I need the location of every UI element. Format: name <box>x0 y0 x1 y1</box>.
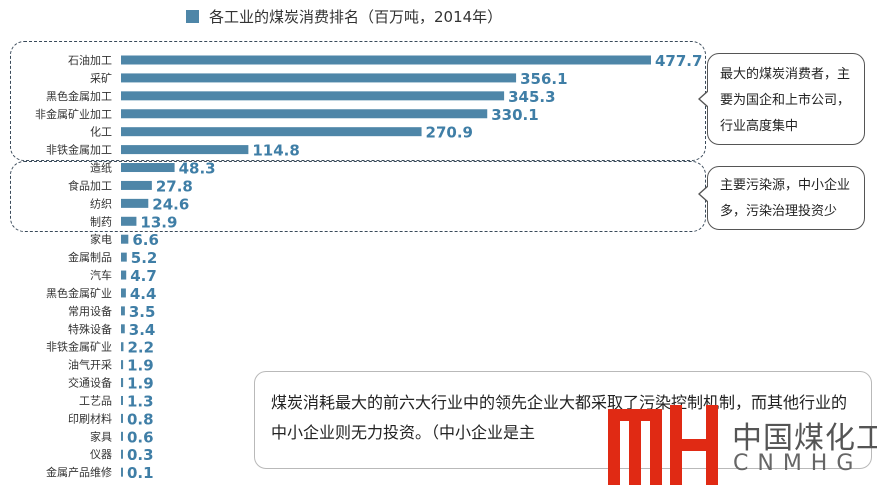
category-label: 黑色金属矿业 <box>46 286 112 300</box>
top-six-group-box <box>10 41 706 161</box>
summary-note: 煤炭消耗最大的前六大行业中的领先企业大都采取了污染控制机制，而其他行业的中小企业… <box>254 371 872 469</box>
value-label: 4.4 <box>130 285 157 303</box>
bar <box>121 467 123 477</box>
category-label: 石油加工 <box>68 53 112 67</box>
value-label: 6.6 <box>132 231 159 249</box>
value-label: 13.9 <box>140 213 177 231</box>
category-label: 家具 <box>90 429 112 443</box>
value-label: 345.3 <box>508 88 555 106</box>
bar <box>121 252 127 262</box>
value-label: 0.3 <box>127 446 154 464</box>
bar <box>121 198 149 208</box>
category-label: 仪器 <box>90 448 112 461</box>
value-label: 48.3 <box>179 160 216 178</box>
callout-polluters: 主要污染源，中小企业多，污染治理投资少 <box>698 166 865 230</box>
callout-tail-inner <box>700 186 709 202</box>
bar <box>121 234 129 244</box>
bar <box>121 431 123 441</box>
value-label: 27.8 <box>156 177 193 195</box>
value-label: 1.9 <box>127 357 154 375</box>
logo-abbreviation: CNMHG <box>733 451 863 476</box>
bar <box>121 306 125 316</box>
bar <box>121 109 488 119</box>
category-label: 非铁金属矿业 <box>46 340 112 354</box>
category-label: 非金属矿业加工 <box>35 107 112 121</box>
value-label: 330.1 <box>491 106 538 124</box>
value-label: 3.5 <box>129 303 156 321</box>
bar <box>121 216 137 226</box>
value-label: 5.2 <box>131 249 158 267</box>
callout-top-consumers: 最大的煤炭消费者，主要为国企和上市公司，行业高度集中 <box>698 53 865 145</box>
category-label: 汽车 <box>90 268 112 282</box>
category-label: 家电 <box>90 232 112 246</box>
category-label: 常用设备 <box>68 304 112 318</box>
bar <box>121 413 123 423</box>
value-label: 24.6 <box>152 195 189 213</box>
bar <box>121 378 124 388</box>
category-label: 金属产品维修 <box>46 465 112 479</box>
value-label: 4.7 <box>130 267 157 285</box>
category-label: 采矿 <box>90 72 112 85</box>
value-label: 114.8 <box>252 142 299 160</box>
summary-note-text: 煤炭消耗最大的前六大行业中的领先企业大都采取了污染控制机制，而其他行业的中小企业… <box>271 393 848 442</box>
category-label: 黑色金属加工 <box>46 89 112 103</box>
callout-polluters-text: 主要污染源，中小企业多，污染治理投资少 <box>720 178 851 219</box>
cnmhg-logo: 中国煤化工 CNMHG <box>606 405 877 487</box>
value-label: 356.1 <box>520 70 567 88</box>
value-label: 0.1 <box>127 464 154 482</box>
callout-top-consumers-text: 最大的煤炭消费者，主要为国企和上市公司，行业高度集中 <box>720 67 851 134</box>
value-label: 0.8 <box>127 410 154 428</box>
bar <box>121 163 175 173</box>
legend-swatch <box>186 10 199 23</box>
polluter-group-box <box>10 161 706 232</box>
bar <box>121 73 517 83</box>
category-label: 制药 <box>90 215 112 228</box>
value-label: 477.7 <box>655 52 702 70</box>
category-label: 非铁金属加工 <box>46 143 112 157</box>
value-label: 0.6 <box>127 428 154 446</box>
category-label: 食品加工 <box>68 178 112 192</box>
bar <box>121 395 123 405</box>
value-label: 270.9 <box>426 124 473 142</box>
bar <box>121 270 127 280</box>
category-label: 油气开采 <box>68 358 112 372</box>
legend-label: 各工业的煤炭消费排名（百万吨，2014年） <box>209 8 503 26</box>
category-label: 金属制品 <box>68 250 112 264</box>
bar <box>121 342 124 352</box>
category-label: 交通设备 <box>68 376 112 390</box>
bar <box>121 55 651 65</box>
logo-mark-icon <box>608 405 718 485</box>
chart-legend: 各工业的煤炭消费排名（百万吨，2014年） <box>186 6 502 27</box>
category-label: 造纸 <box>90 161 112 175</box>
bar <box>121 324 125 334</box>
bar <box>121 360 124 370</box>
bar <box>121 145 249 155</box>
value-label: 2.2 <box>127 339 154 357</box>
bar <box>121 180 152 190</box>
value-label: 3.4 <box>129 321 156 339</box>
category-label: 印刷材料 <box>68 411 112 425</box>
logo-chinese-name: 中国煤化工 <box>732 421 877 456</box>
category-label: 纺织 <box>90 196 112 210</box>
callout-tail-inner <box>700 91 709 107</box>
bar <box>121 127 422 137</box>
bar <box>121 449 123 459</box>
category-label: 工艺品 <box>79 394 112 407</box>
value-label: 1.3 <box>127 392 154 410</box>
category-label: 化工 <box>90 125 112 139</box>
value-label: 1.9 <box>127 375 154 393</box>
category-label: 特殊设备 <box>68 322 112 336</box>
bar <box>121 91 505 101</box>
bar <box>121 288 126 298</box>
